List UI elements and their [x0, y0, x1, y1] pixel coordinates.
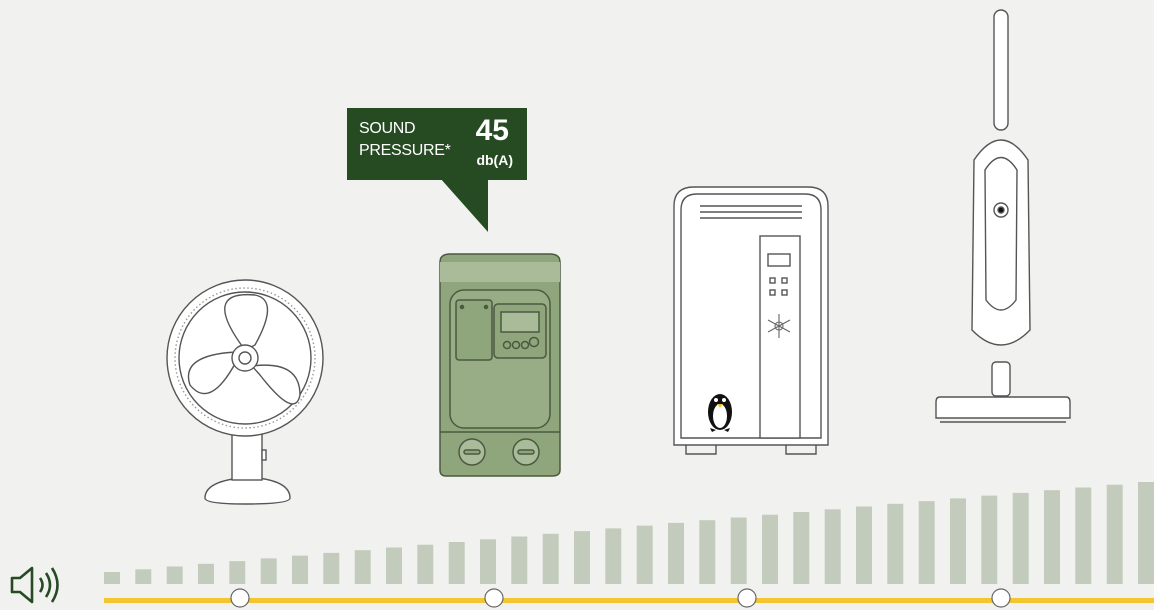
level-bar	[918, 501, 935, 584]
level-bar	[636, 525, 653, 584]
level-bar	[135, 569, 152, 584]
level-bar	[260, 558, 277, 584]
fan-icon[interactable]	[166, 279, 324, 505]
level-bar	[1044, 490, 1060, 584]
level-bar	[386, 547, 402, 584]
sound-label-line2: PRESSURE*	[359, 142, 451, 159]
speaker-volume-icon[interactable]	[10, 566, 59, 604]
sound-pressure-unit: db(A)	[476, 152, 513, 168]
sound-pressure-label: SOUND PRESSURE*	[359, 118, 451, 162]
level-bar	[511, 536, 528, 584]
level-bar	[1075, 487, 1092, 584]
level-bar	[292, 555, 308, 584]
level-bar	[824, 509, 841, 584]
callout-tail	[440, 178, 488, 232]
level-bar	[480, 539, 496, 584]
refrigerator-icon[interactable]	[673, 186, 829, 455]
level-bar	[1138, 482, 1154, 584]
level-bar	[448, 542, 465, 584]
vacuum-cleaner-icon[interactable]	[935, 9, 1071, 423]
level-bar	[668, 522, 684, 584]
sound-label-line1: SOUND	[359, 120, 416, 137]
level-bar	[354, 550, 371, 584]
sound-level-bars	[104, 482, 1154, 584]
level-bar	[730, 517, 747, 584]
level-bar	[104, 572, 120, 584]
level-bar	[198, 563, 214, 584]
level-bar	[856, 506, 872, 584]
level-bar	[542, 533, 559, 584]
timeline-marker-fan[interactable]	[230, 588, 250, 608]
level-bar	[1012, 492, 1029, 584]
level-bar	[1106, 484, 1123, 584]
timeline-marker-pump[interactable]	[484, 588, 504, 608]
level-bar	[166, 566, 183, 584]
level-bar	[762, 514, 778, 584]
level-bar	[323, 552, 340, 584]
level-bar	[699, 520, 716, 584]
level-bar	[950, 498, 966, 584]
level-bar	[417, 544, 434, 584]
sound-pressure-value: 45	[475, 114, 509, 147]
sound-pressure-callout: SOUND PRESSURE* 45 db(A)	[347, 108, 527, 180]
level-bar	[605, 528, 622, 584]
timeline-baseline	[104, 598, 1154, 603]
pump-icon[interactable]	[439, 253, 561, 477]
level-bar	[574, 531, 590, 584]
level-bar	[981, 495, 998, 584]
level-bar	[229, 561, 246, 584]
timeline-marker-vacuum[interactable]	[991, 588, 1011, 608]
level-bar	[887, 503, 904, 584]
level-bar	[793, 512, 810, 584]
timeline-marker-refrigerator[interactable]	[737, 588, 757, 608]
